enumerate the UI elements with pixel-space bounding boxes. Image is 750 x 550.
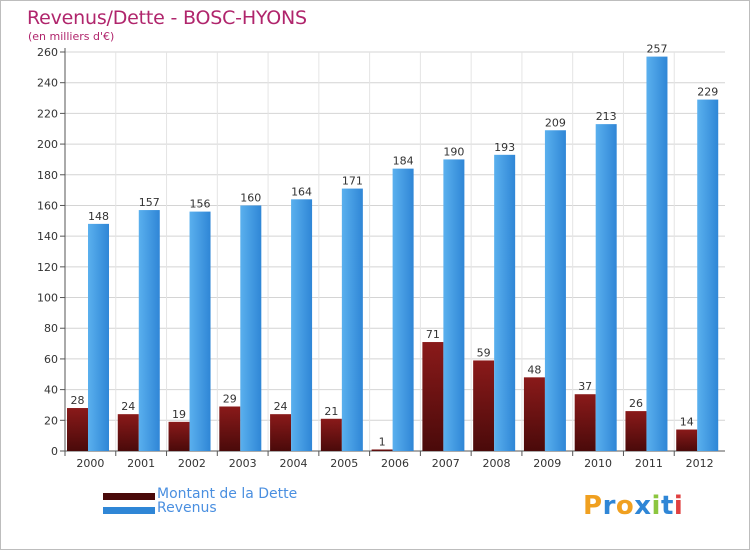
data-label-revenue: 157 [139,196,160,209]
bar-debt [473,360,495,451]
y-tick-label: 200 [37,138,58,151]
x-tick-label: 2009 [533,457,561,470]
y-tick-label: 260 [37,46,58,59]
proxiti-logo: Proxiti [583,491,683,521]
legend-label-debt: Montant de la Dette [157,486,298,502]
bar-debt [523,377,545,451]
data-label-revenue: 160 [240,191,261,204]
legend-label-revenue: Revenus [157,500,217,516]
x-tick-label: 2006 [381,457,409,470]
y-tick-label: 180 [37,169,58,182]
bar-revenue [595,124,617,451]
data-label-revenue: 190 [443,145,464,158]
bar-revenue [240,205,262,451]
x-tick-label: 2001 [127,457,155,470]
x-tick-label: 2007 [432,457,460,470]
bar-revenue [443,159,465,451]
y-tick-label: 220 [37,107,58,120]
bar-revenue [697,99,719,452]
bar-debt [270,414,292,451]
data-label-revenue: 257 [646,43,667,56]
y-tick-label: 120 [37,261,58,274]
chart-title: Revenus/Dette - BOSC-HYONS [27,7,307,29]
bar-debt [574,394,596,451]
logo-letter: i [651,491,661,521]
x-tick-label: 2003 [229,457,257,470]
bar-revenue [392,168,414,451]
bar-revenue [494,154,516,452]
data-label-debt: 59 [477,346,491,359]
bar-revenue [138,210,160,451]
y-tick-label: 80 [44,322,58,335]
data-label-revenue: 213 [596,110,617,123]
y-tick-label: 160 [37,199,58,212]
bar-revenue [88,223,109,451]
data-label-debt: 26 [629,397,643,410]
data-labels: 28 148 24 157 19 156 29 160 24 164 21 171 1 184 71 190 5… [71,43,719,449]
data-label-debt: 48 [527,363,541,376]
data-label-revenue: 171 [342,175,363,188]
y-tick-label: 240 [37,77,58,90]
data-label-revenue: 164 [291,185,312,198]
data-label-debt: 71 [426,328,440,341]
bar-revenue [544,130,566,451]
bar-debt [219,406,241,451]
bar-debt [117,414,139,451]
logo-letter: r [602,491,616,521]
bar-debt [371,449,393,451]
y-tick-label: 0 [51,445,58,458]
logo-letter: o [615,491,635,521]
data-label-debt: 19 [172,408,186,421]
y-tick-label: 140 [37,230,58,243]
data-label-revenue: 229 [697,86,718,99]
x-tick-label: 2010 [584,457,612,470]
x-tick-label: 2005 [330,457,358,470]
logo-letter: x [634,491,652,521]
bar-revenue [291,199,313,451]
data-label-debt: 24 [121,400,135,413]
bars [67,56,719,452]
x-tick-label: 2012 [686,457,714,470]
axes: 0 20 40 60 80 100 120 140 160 180 200 220 240 260 2000… [37,46,725,470]
logo-letter: i [673,491,684,521]
bar-debt [168,421,190,451]
legend-swatch-revenue [103,507,155,514]
data-label-debt: 29 [223,392,237,405]
y-tick-label: 20 [44,414,58,427]
data-label-revenue: 184 [393,155,414,168]
x-tick-label: 2004 [279,457,307,470]
x-tick-label: 2008 [483,457,511,470]
bar-debt [422,342,444,451]
chart-subtitle: (en milliers d'€) [28,30,115,43]
bar-revenue [189,211,211,451]
data-label-revenue: 193 [494,141,515,154]
data-label-revenue: 209 [545,116,566,129]
x-tick-label: 2011 [635,457,663,470]
data-label-debt: 14 [680,416,694,429]
data-label-revenue: 156 [190,198,211,211]
data-label-debt: 1 [379,435,386,448]
logo-letter: P [583,491,603,521]
data-label-debt: 28 [71,394,85,407]
x-tick-label: 2002 [178,457,206,470]
y-tick-label: 100 [37,292,58,305]
data-label-revenue: 148 [88,210,109,223]
bar-debt [625,411,647,451]
bar-debt [67,408,88,451]
legend-swatch-debt [103,493,155,500]
bar-revenue [341,188,363,452]
y-tick-label: 40 [44,384,58,397]
bar-debt [320,418,342,451]
data-label-debt: 24 [274,400,288,413]
y-tick-label: 60 [44,353,58,366]
data-label-debt: 21 [324,405,338,418]
bar-debt [676,429,698,451]
x-tick-label: 2000 [76,457,104,470]
data-label-debt: 37 [578,380,592,393]
bar-revenue [646,56,668,451]
logo-letter: t [660,491,674,521]
